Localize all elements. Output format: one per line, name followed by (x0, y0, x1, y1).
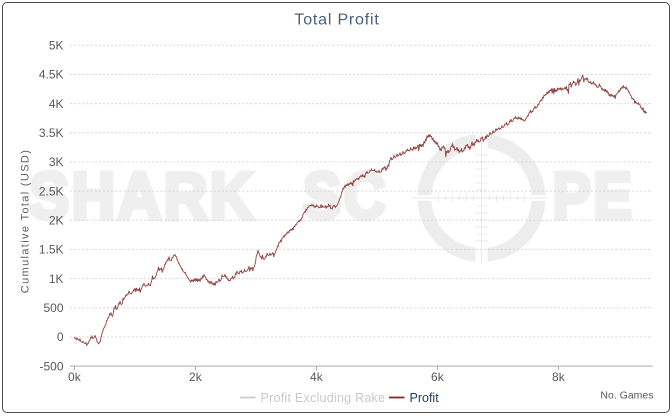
svg-text:3K: 3K (49, 155, 64, 169)
svg-text:2K: 2K (49, 214, 64, 228)
svg-text:SHARK: SHARK (29, 159, 256, 233)
svg-text:8k: 8k (552, 370, 566, 384)
svg-text:3.5K: 3.5K (39, 126, 64, 140)
svg-text:SC: SC (303, 159, 388, 233)
svg-text:-500: -500 (39, 359, 63, 373)
svg-text:Total Profit: Total Profit (294, 12, 379, 29)
svg-text:2k: 2k (189, 370, 203, 384)
svg-text:No. Games: No. Games (600, 390, 653, 402)
svg-text:1K: 1K (49, 272, 64, 286)
svg-text:5K: 5K (49, 39, 64, 53)
svg-text:2.5K: 2.5K (39, 184, 64, 198)
svg-text:Profit: Profit (410, 391, 440, 405)
svg-text:0k: 0k (68, 370, 82, 384)
svg-text:Profit Excluding Rake: Profit Excluding Rake (261, 391, 386, 405)
svg-text:1.5K: 1.5K (39, 243, 64, 257)
svg-text:4K: 4K (49, 97, 64, 111)
svg-text:4.5K: 4.5K (39, 68, 64, 82)
svg-text:0: 0 (57, 330, 64, 344)
svg-text:500: 500 (43, 301, 63, 315)
svg-text:Cumulative Total (USD): Cumulative Total (USD) (20, 149, 32, 293)
svg-text:4k: 4k (310, 370, 324, 384)
svg-text:6k: 6k (431, 370, 445, 384)
svg-text:PE: PE (553, 159, 635, 233)
